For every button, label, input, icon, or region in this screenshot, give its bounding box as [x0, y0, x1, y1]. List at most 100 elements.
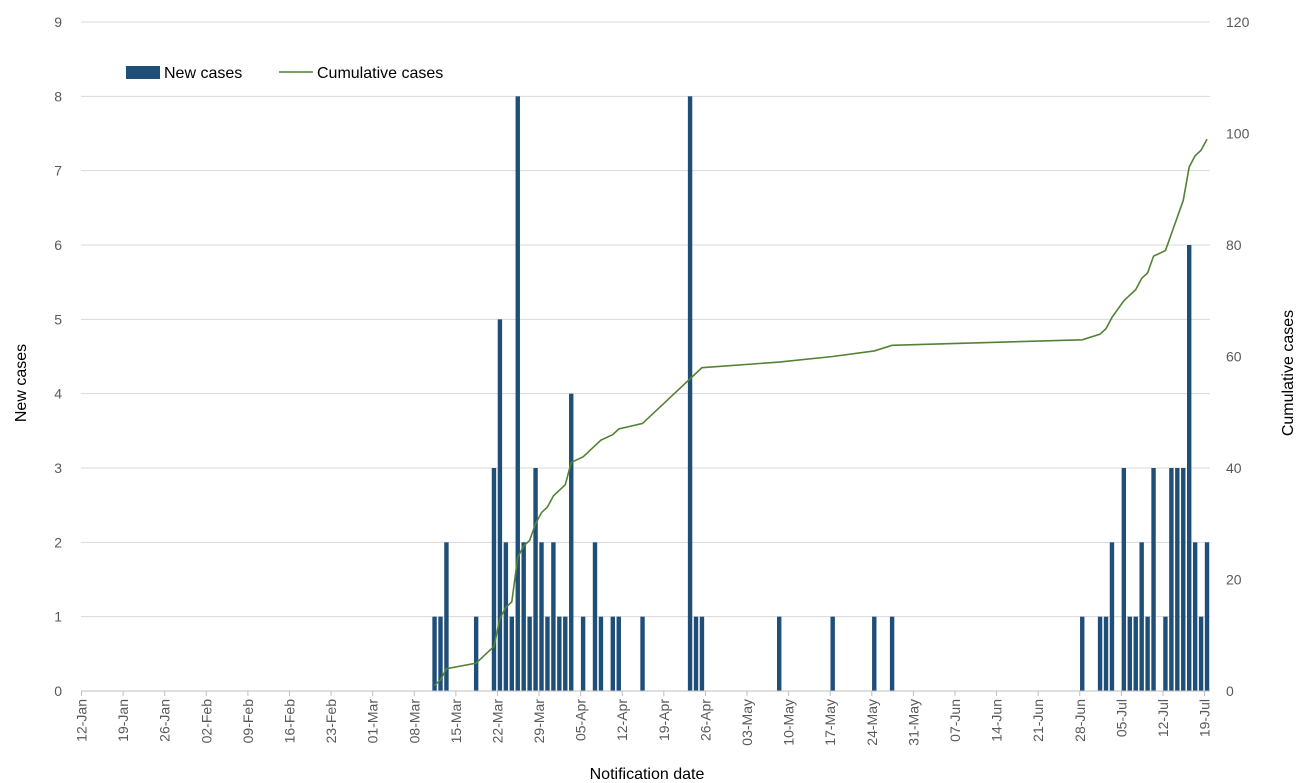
bar-new-cases	[1127, 616, 1132, 691]
y-tick-label: 9	[54, 14, 62, 30]
bar-new-cases	[539, 542, 544, 691]
y2-tick-label: 80	[1226, 237, 1242, 253]
bar-new-cases	[527, 616, 532, 691]
bar-new-cases	[872, 616, 877, 691]
bar-new-cases	[616, 616, 621, 691]
y-tick-label: 2	[54, 534, 62, 550]
x-tick-label: 23-Feb	[323, 699, 339, 744]
bar-new-cases	[569, 393, 574, 691]
legend-label-new-cases: New cases	[164, 65, 242, 82]
x-tick-label: 28-Jun	[1072, 699, 1088, 742]
x-tick-label: 01-Mar	[365, 699, 381, 744]
legend-swatch-new-cases	[126, 66, 160, 79]
y-tick-label: 3	[54, 460, 62, 476]
bar-new-cases	[533, 468, 538, 691]
x-tick-label: 08-Mar	[406, 699, 422, 744]
bar-new-cases	[592, 542, 598, 691]
x-tick-label: 19-Jul	[1197, 699, 1213, 737]
bar-new-cases	[777, 616, 782, 691]
bar-new-cases	[1169, 468, 1174, 691]
y2-tick-label: 40	[1226, 460, 1242, 476]
bar-new-cases	[491, 468, 497, 691]
y-tick-label: 0	[54, 683, 62, 699]
bar-new-cases	[551, 542, 556, 691]
bar-new-cases	[598, 616, 604, 691]
bar-new-cases	[503, 542, 509, 691]
y2-tick-label: 60	[1226, 349, 1242, 365]
bar-new-cases	[640, 616, 645, 691]
bar-new-cases	[1175, 468, 1180, 691]
bar-new-cases	[1151, 468, 1156, 691]
bar-new-cases	[545, 616, 550, 691]
y-tick-label: 6	[54, 237, 62, 253]
bar-new-cases	[1163, 616, 1168, 691]
x-tick-label: 02-Feb	[198, 699, 214, 744]
bar-new-cases	[1080, 616, 1085, 691]
x-tick-label: 03-May	[739, 699, 755, 746]
right-y-axis-ticks: 0 20 40 60 80 100 120	[1226, 14, 1250, 699]
bar-new-cases	[687, 96, 693, 691]
x-axis-ticks: 12-Jan 19-Jan 26-Jan 02-Feb 09-Feb 16-Feb 23-F…	[74, 691, 1213, 746]
bar-new-cases	[830, 616, 835, 691]
bar-new-cases	[1109, 542, 1115, 691]
bar-new-cases	[1181, 468, 1186, 691]
bar-new-cases	[432, 616, 437, 691]
bar-new-cases	[515, 96, 520, 691]
new-cases-bars	[432, 96, 1210, 691]
x-tick-label: 09-Feb	[240, 699, 256, 744]
y2-tick-label: 20	[1226, 572, 1242, 588]
x-axis-title: Notification date	[590, 766, 705, 783]
bar-new-cases	[580, 616, 586, 691]
x-tick-label: 24-May	[864, 699, 880, 746]
legend-label-cumulative-cases: Cumulative cases	[317, 65, 443, 82]
x-tick-label: 10-May	[781, 699, 797, 746]
bar-new-cases	[497, 319, 503, 691]
bar-new-cases	[521, 542, 526, 691]
bar-new-cases	[557, 616, 562, 691]
bar-new-cases	[1145, 616, 1150, 691]
x-tick-label: 26-Apr	[697, 699, 713, 741]
legend: New cases Cumulative cases	[126, 65, 443, 82]
y-tick-label: 5	[54, 311, 62, 327]
x-tick-label: 17-May	[822, 699, 838, 746]
y2-tick-label: 100	[1226, 126, 1250, 142]
bar-new-cases	[563, 616, 568, 691]
cumulative-cases-line	[434, 138, 1208, 687]
x-tick-label: 16-Feb	[281, 699, 297, 744]
left-y-axis-title: New cases	[13, 344, 30, 422]
x-tick-label: 19-Apr	[656, 699, 672, 741]
bar-new-cases	[693, 616, 699, 691]
y2-tick-label: 120	[1226, 14, 1250, 30]
bar-new-cases	[1121, 468, 1127, 691]
x-tick-label: 15-Mar	[448, 699, 464, 744]
x-tick-label: 21-Jun	[1030, 699, 1046, 742]
x-tick-label: 19-Jan	[115, 699, 131, 742]
x-tick-label: 12-Jul	[1155, 699, 1171, 737]
x-tick-label: 14-Jun	[989, 699, 1005, 742]
x-tick-label: 05-Jul	[1113, 699, 1129, 737]
y-tick-label: 4	[54, 386, 62, 402]
bar-new-cases	[1103, 616, 1109, 691]
bar-new-cases	[1097, 616, 1103, 691]
bar-new-cases	[1192, 542, 1198, 691]
x-tick-label: 07-Jun	[947, 699, 963, 742]
bar-new-cases	[889, 616, 895, 691]
x-tick-label: 31-May	[905, 699, 921, 746]
x-tick-label: 12-Jan	[74, 699, 90, 742]
x-tick-label: 22-Mar	[489, 699, 505, 744]
x-tick-label: 26-Jan	[157, 699, 173, 742]
y2-tick-label: 0	[1226, 683, 1234, 699]
x-tick-label: 05-Apr	[573, 699, 589, 741]
y-tick-label: 7	[54, 163, 62, 179]
bar-new-cases	[1187, 245, 1192, 691]
bar-new-cases	[610, 616, 616, 691]
x-tick-label: 12-Apr	[614, 699, 630, 741]
bar-new-cases	[699, 616, 705, 691]
x-tick-label: 29-Mar	[531, 699, 547, 744]
bar-new-cases	[438, 616, 443, 691]
y-tick-label: 1	[54, 609, 62, 625]
gridlines	[81, 21, 1210, 618]
bar-new-cases	[1139, 542, 1144, 691]
right-y-axis-title: Cumulative cases	[1280, 310, 1297, 436]
